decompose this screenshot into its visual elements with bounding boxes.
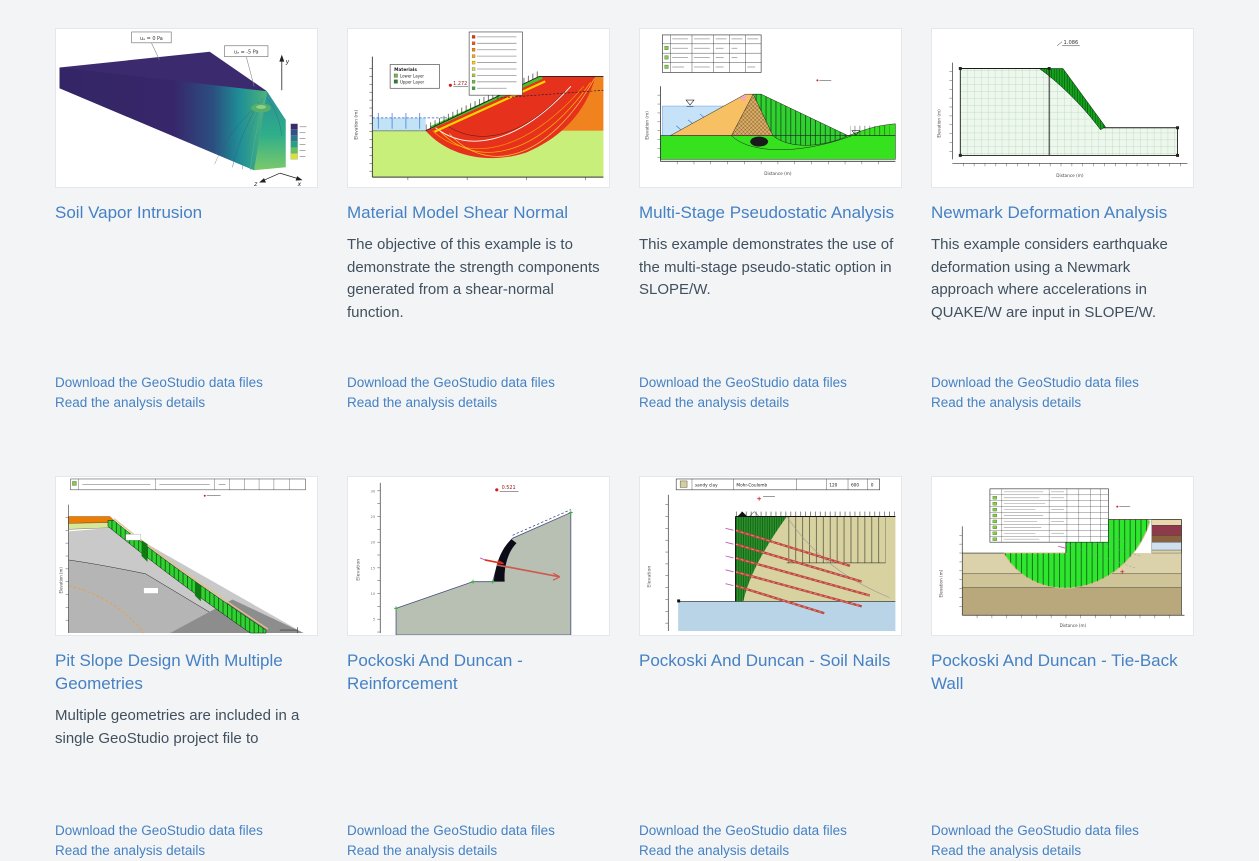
soil-vapor-intrusion-thumbnail[interactable]: uₐ = 0 Pa uₐ = -5 Pa y x z [55, 28, 318, 188]
card-description: This example considers earthquake deform… [931, 236, 1168, 321]
card-title-link[interactable]: Pit Slope Design With Multiple Geometrie… [55, 651, 283, 693]
boundary-label-1: uₐ = 0 Pa [140, 36, 163, 42]
y-axis-label: Elevation [356, 559, 362, 581]
read-analysis-details-link[interactable]: Read the analysis details [639, 395, 790, 410]
example-card: Elevation (m) Pit Slope Design With Mult… [55, 476, 318, 861]
download-data-files-link[interactable]: Download the GeoStudio data files [931, 823, 1139, 838]
example-card: Distance (m) Elevation (m) Multi-Stage P… [639, 28, 902, 413]
card-title-link[interactable]: Pockoski And Duncan - Soil Nails [639, 651, 891, 670]
pockoski-tie-back-wall-thumbnail[interactable]: Distance (m) Elevation (m) [931, 476, 1194, 636]
material-value-2: 600 [851, 483, 859, 488]
material-table: sandy clay Mohr-Coulomb 120 600 0 [675, 478, 880, 491]
x-axis-label: Distance (m) [1056, 173, 1084, 178]
svg-text:20: 20 [371, 541, 376, 545]
download-data-files-link[interactable]: Download the GeoStudio data files [347, 823, 555, 838]
read-analysis-details-link[interactable]: Read the analysis details [931, 843, 1082, 858]
material-name: sandy clay [695, 483, 718, 488]
slope-slip-surfaces-figure: Materials Lower Layer Upper Layer [348, 29, 609, 187]
materials-table [989, 488, 1109, 543]
color-scale-legend [290, 123, 307, 160]
read-analysis-details-link[interactable]: Read the analysis details [55, 395, 206, 410]
card-title-link[interactable]: Multi-Stage Pseudostatic Analysis [639, 203, 895, 222]
finite-element-mesh-figure: 1.086 [932, 29, 1193, 187]
download-data-files-link[interactable]: Download the GeoStudio data files [639, 375, 847, 390]
download-data-files-link[interactable]: Download the GeoStudio data files [931, 375, 1139, 390]
download-data-files-link[interactable]: Download the GeoStudio data files [55, 375, 263, 390]
svg-text:Upper Layer: Upper Layer [400, 79, 425, 84]
download-data-files-link[interactable]: Download the GeoStudio data files [55, 823, 263, 838]
read-analysis-details-link[interactable]: Read the analysis details [347, 843, 498, 858]
svg-text:25: 25 [371, 515, 376, 519]
read-analysis-details-link[interactable]: Read the analysis details [931, 395, 1082, 410]
y-axis-label: Elevation (m) [354, 110, 360, 140]
x-axis-arrow-label: x [297, 182, 302, 187]
x-axis-label: Distance (m) [1060, 623, 1087, 628]
material-model: Mohr-Coulomb [736, 483, 767, 488]
pockoski-soil-nails-thumbnail[interactable]: sandy clay Mohr-Coulomb 120 600 0 [639, 476, 902, 636]
download-data-files-link[interactable]: Download the GeoStudio data files [347, 375, 555, 390]
example-card: Materials Lower Layer Upper Layer [347, 28, 610, 413]
example-card: 1.086 [931, 28, 1194, 413]
materials-table [662, 34, 762, 73]
card-title-link[interactable]: Soil Vapor Intrusion [55, 203, 203, 222]
card-title-link[interactable]: Pockoski And Duncan - Reinforcement [347, 651, 523, 693]
multi-stage-pseudostatic-thumbnail[interactable]: Distance (m) Elevation (m) [639, 28, 902, 188]
card-title-link[interactable]: Newmark Deformation Analysis [931, 203, 1168, 222]
material-value-1: 120 [829, 483, 837, 488]
y-axis-label: Elevation (m) [645, 111, 650, 140]
y-axis-arrow-label: y [285, 60, 290, 66]
example-card: uₐ = 0 Pa uₐ = -5 Pa y x z [55, 28, 318, 413]
read-analysis-details-link[interactable]: Read the analysis details [347, 395, 498, 410]
y-axis-label: Elevation (m) [939, 569, 944, 597]
factor-of-safety-label: 1.272 [453, 81, 467, 87]
x-axis-label: Distance (m) [764, 171, 792, 176]
download-data-files-link[interactable]: Download the GeoStudio data files [639, 823, 847, 838]
factor-of-safety-label: 1.086 [1064, 40, 1079, 46]
card-description: The objective of this example is to demo… [347, 236, 600, 321]
svg-text:5: 5 [373, 618, 376, 622]
svg-text:Lower Layer: Lower Layer [400, 73, 424, 78]
card-description: This example demonstrates the use of the… [639, 236, 894, 298]
example-card-grid: uₐ = 0 Pa uₐ = -5 Pa y x z [55, 28, 1194, 861]
material-value-3: 0 [871, 483, 874, 488]
y-axis-label: Elevation (m) [937, 109, 942, 138]
pit-slope-thumbnail[interactable]: Elevation (m) [55, 476, 318, 636]
newmark-deformation-thumbnail[interactable]: 1.086 [931, 28, 1194, 188]
factor-of-safety-label: 0.521 [502, 485, 516, 491]
read-analysis-details-link[interactable]: Read the analysis details [639, 843, 790, 858]
card-title-link[interactable]: Pockoski And Duncan - Tie-Back Wall [931, 651, 1178, 693]
example-card: sandy clay Mohr-Coulomb 120 600 0 [639, 476, 902, 861]
y-axis-label: Elevation [647, 566, 653, 588]
fos-range-legend [468, 31, 523, 96]
boundary-label-2: uₐ = -5 Pa [234, 50, 259, 56]
soil-nail-wall-figure: sandy clay Mohr-Coulomb 120 600 0 [640, 477, 901, 635]
soil-vapor-intrusion-figure: uₐ = 0 Pa uₐ = -5 Pa y x z [56, 29, 317, 187]
card-description: Multiple geometries are included in a si… [55, 707, 300, 747]
z-axis-arrow-label: z [253, 182, 258, 187]
card-title-link[interactable]: Material Model Shear Normal [347, 203, 569, 222]
example-card: Distance (m) Elevation (m) Pockoski And … [931, 476, 1194, 861]
reinforced-slope-figure: 0.521 30 25 20 15 10 5 Elevation [348, 477, 609, 635]
y-axis-label: Elevation (m) [59, 567, 64, 594]
pockoski-reinforcement-thumbnail[interactable]: 0.521 30 25 20 15 10 5 Elevation [347, 476, 610, 636]
svg-text:15: 15 [371, 566, 376, 570]
tie-back-wall-figure: Distance (m) Elevation (m) [932, 477, 1193, 635]
read-analysis-details-link[interactable]: Read the analysis details [55, 843, 206, 858]
materials-legend: Materials Lower Layer Upper Layer [389, 64, 440, 89]
dam-cross-section-figure: Distance (m) Elevation (m) [640, 29, 901, 187]
svg-text:30: 30 [371, 489, 376, 493]
material-model-shear-normal-thumbnail[interactable]: Materials Lower Layer Upper Layer [347, 28, 610, 188]
svg-text:Materials: Materials [394, 67, 417, 73]
pit-slope-figure: Elevation (m) [56, 477, 317, 635]
example-card: 0.521 30 25 20 15 10 5 Elevation Pocko [347, 476, 610, 861]
svg-text:10: 10 [371, 592, 376, 596]
materials-table-strip [70, 478, 306, 491]
